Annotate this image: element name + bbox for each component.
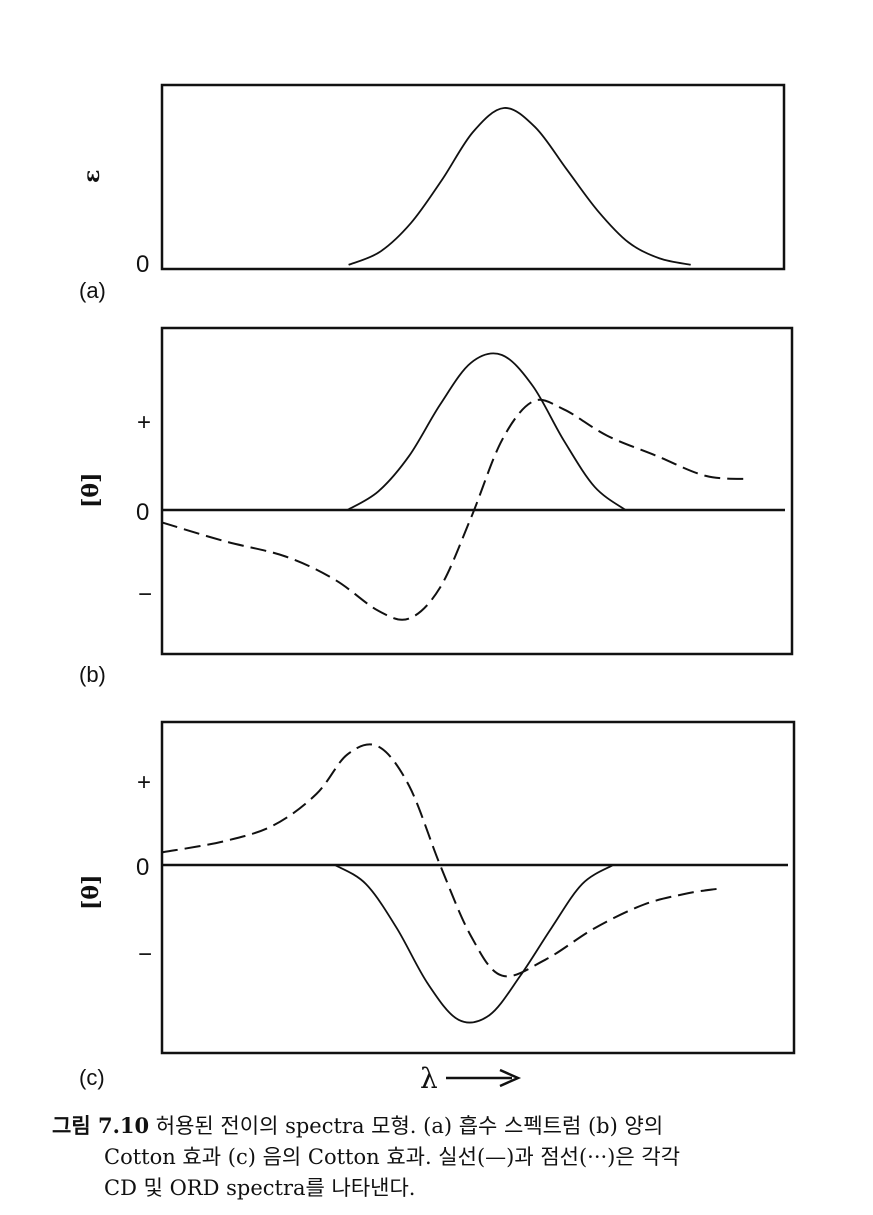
panel-c-ytick-zero: 0 <box>136 854 149 881</box>
panel-b-ytick-minus: − <box>138 581 152 608</box>
caption-line-2: Cotton 효과 (c) 음의 Cotton 효과. 실선(—)과 점선(··… <box>104 1145 681 1169</box>
panel-c-ytick-minus: − <box>138 941 152 968</box>
panel-b: [θ] + 0 − (b) <box>78 326 794 687</box>
panel-a-label: (a) <box>79 278 106 303</box>
panel-c-ylabel: [θ] <box>78 875 104 911</box>
panel-a-ylabel: ε <box>79 170 105 183</box>
panel-c-label: (c) <box>79 1065 105 1090</box>
panel-c-ord-curve <box>161 743 719 978</box>
panel-c: [θ] + 0 − (c) <box>78 720 796 1090</box>
panel-c-cd-curve <box>334 864 614 1024</box>
caption-text-1: 허용된 전이의 spectra 모형. (a) 흡수 스펙트럼 (b) 양의 <box>155 1114 664 1138</box>
figure-caption: 그림 7.10 허용된 전이의 spectra 모형. (a) 흡수 스펙트럼 … <box>52 1110 852 1204</box>
panel-b-cd-curve <box>346 352 627 511</box>
panel-b-label: (b) <box>79 662 106 687</box>
panel-a-absorption-curve <box>348 107 691 266</box>
arrow-head-icon <box>499 1068 522 1088</box>
caption-line-3: CD 및 ORD spectra를 나타낸다. <box>104 1176 416 1200</box>
panel-a-frame <box>160 83 786 271</box>
panel-c-frame <box>160 720 796 1055</box>
panel-a-ytick-0: 0 <box>136 251 149 278</box>
panel-c-ytick-plus: + <box>137 769 151 796</box>
x-axis-label-group: λ <box>420 1062 522 1095</box>
panel-b-ord-curve <box>161 398 750 621</box>
figure-number: 그림 7.10 <box>52 1113 150 1138</box>
panel-b-ylabel: [θ] <box>78 473 104 509</box>
panel-b-ytick-plus: + <box>137 409 151 436</box>
panel-b-ytick-zero: 0 <box>136 499 149 526</box>
caption-line-1: 그림 7.10 허용된 전이의 spectra 모형. (a) 흡수 스펙트럼 … <box>52 1110 852 1142</box>
panel-a: ε 0 (a) <box>79 83 786 303</box>
panel-b-frame <box>160 326 794 656</box>
figure: ε 0 (a) [θ] + 0 − (b) [θ] + 0 − (c) λ <box>78 83 796 1095</box>
x-axis-label: λ <box>420 1062 438 1095</box>
